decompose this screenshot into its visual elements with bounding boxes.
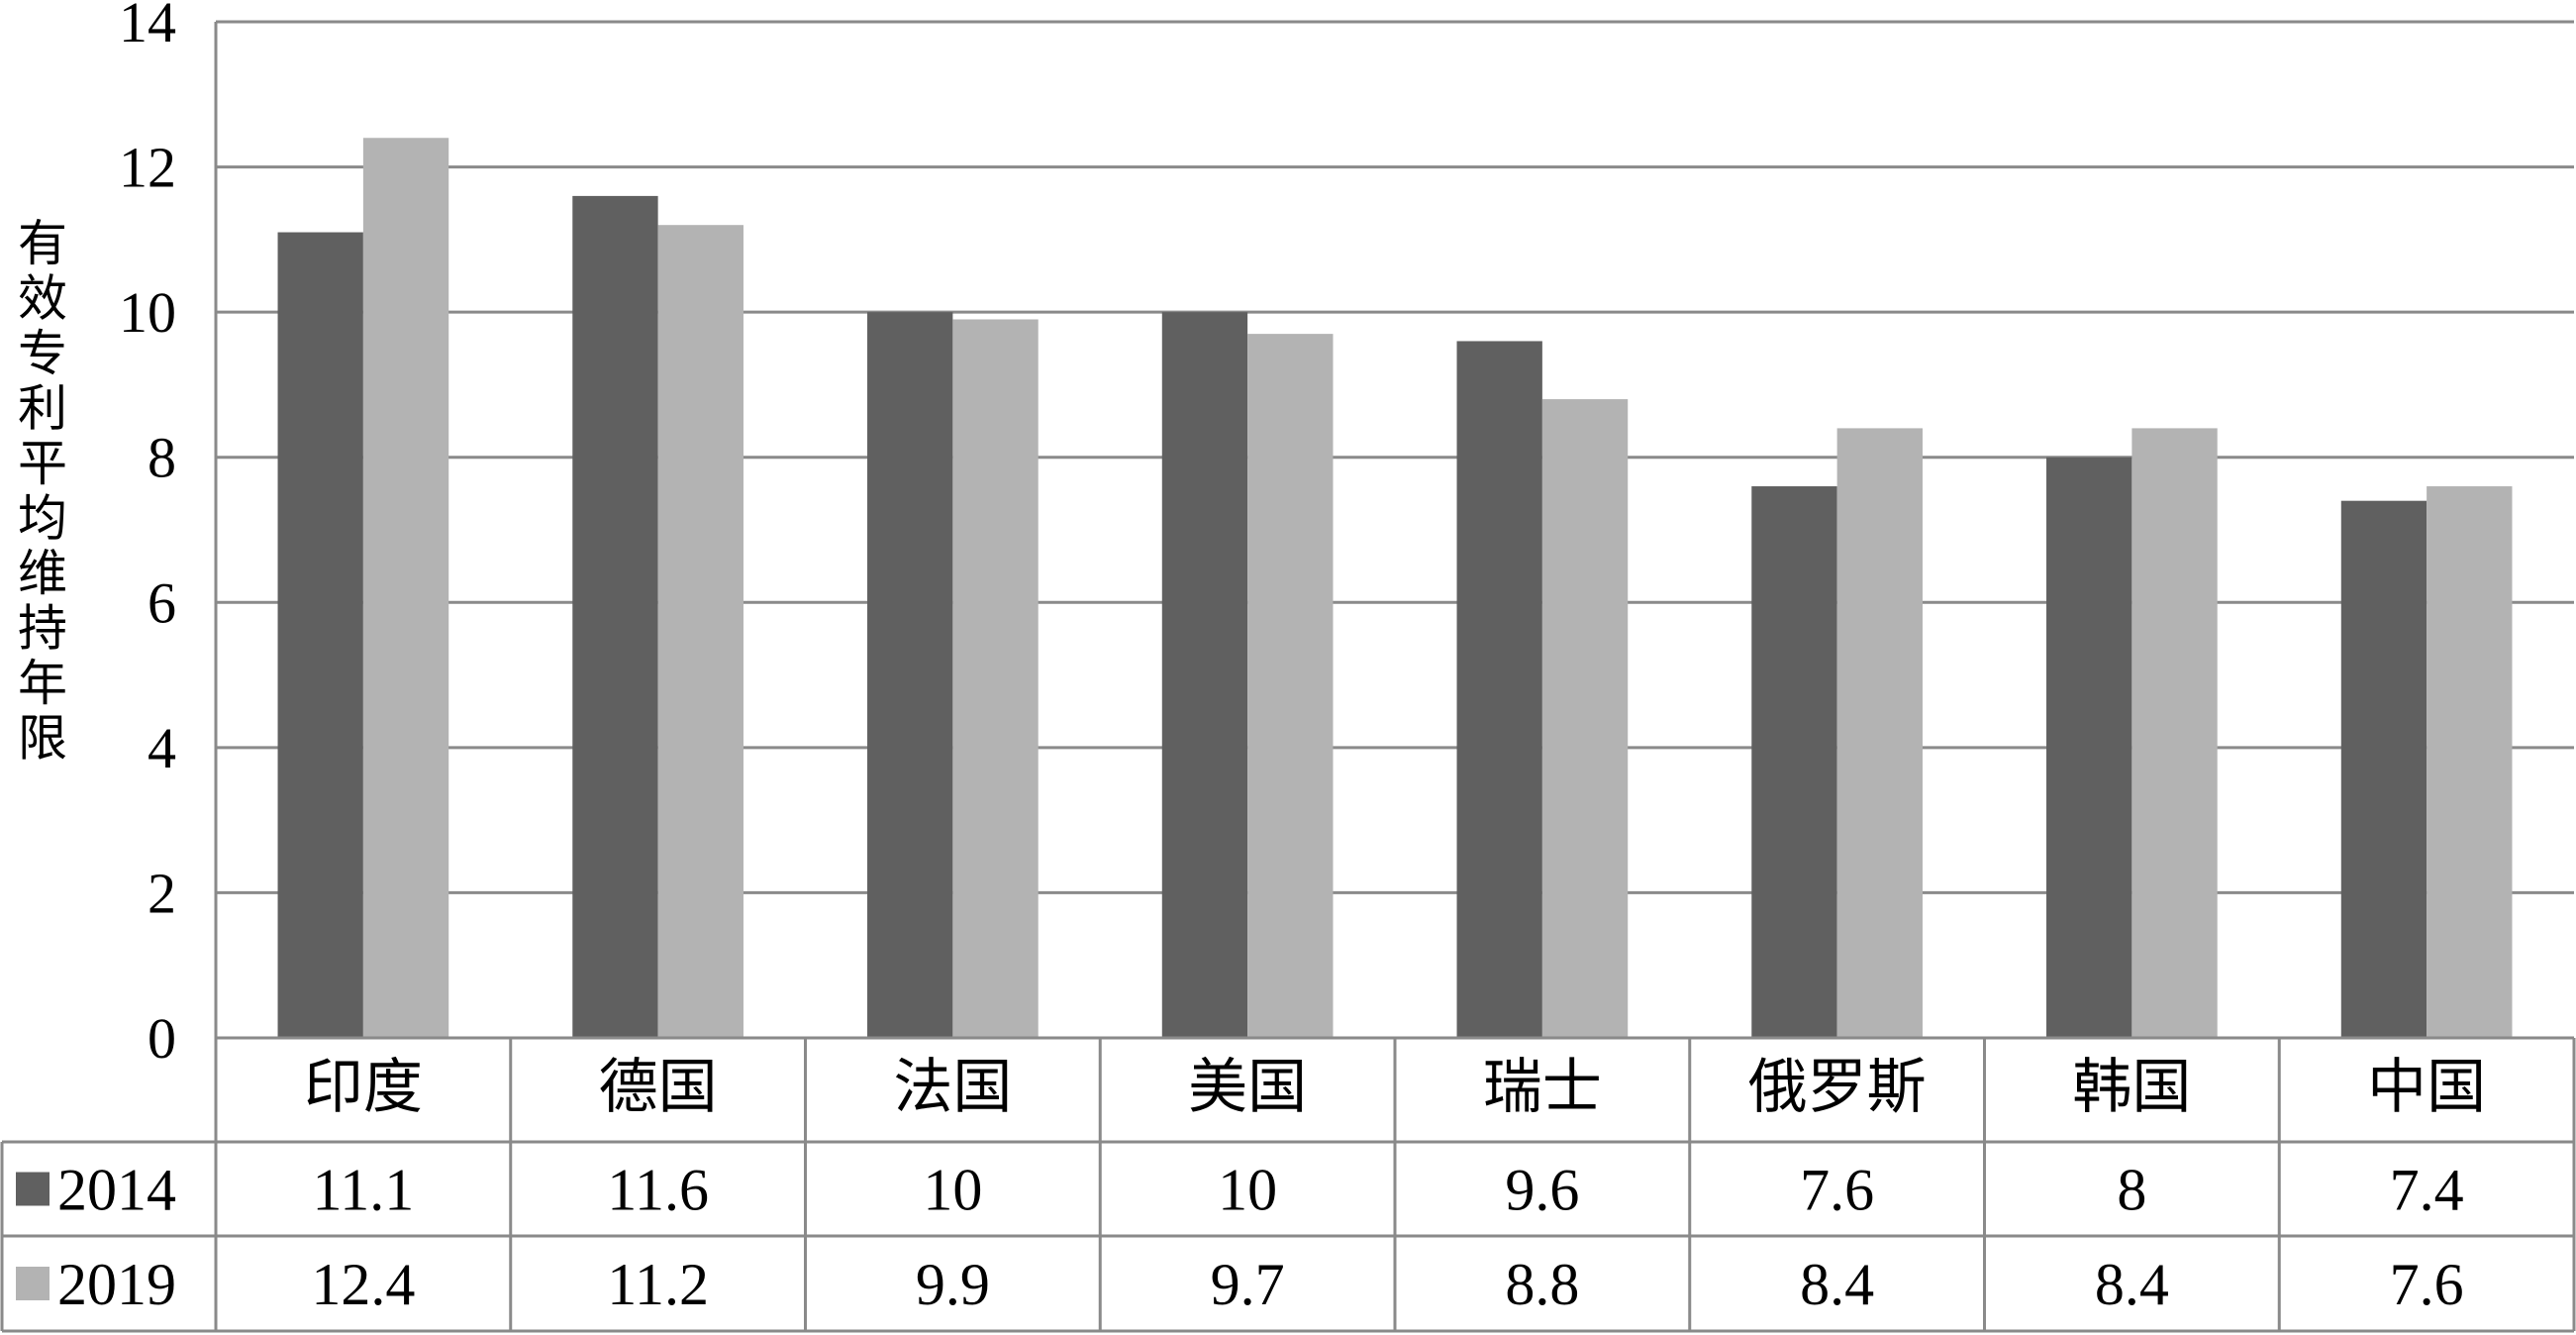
legend-swatch-2019	[16, 1267, 50, 1300]
bar-2014-法国	[867, 312, 953, 1039]
bar-2014-中国	[2340, 500, 2427, 1039]
bar-2014-俄罗斯	[1751, 486, 1837, 1038]
data-label-2014: 7.6	[1800, 1158, 1874, 1223]
bar-2014-德国	[572, 195, 658, 1038]
data-label-2014: 10	[923, 1158, 982, 1223]
bar-2019-法国	[952, 319, 1039, 1038]
category-label: 韩国	[2072, 1055, 2191, 1120]
category-label: 俄罗斯	[1748, 1055, 1927, 1120]
bar-2019-瑞士	[1541, 399, 1629, 1039]
bar-2014-印度	[277, 232, 363, 1038]
bar-2019-中国	[2427, 486, 2513, 1038]
data-label-2014: 10	[1218, 1158, 1277, 1223]
bar-2019-俄罗斯	[1836, 428, 1923, 1038]
y-tick-label: 0	[148, 1006, 176, 1071]
y-tick-label: 14	[119, 0, 176, 54]
data-label-2019: 9.9	[916, 1252, 990, 1317]
data-label-2019: 7.6	[2390, 1252, 2464, 1317]
data-label-2019: 12.4	[311, 1252, 415, 1317]
category-label: 瑞士	[1483, 1055, 1602, 1120]
y-tick-label: 2	[148, 861, 176, 925]
data-label-2019: 8.4	[1800, 1252, 1874, 1317]
bar-2014-美国	[1161, 312, 1248, 1039]
data-label-2014: 7.4	[2390, 1158, 2464, 1223]
bar-2019-韩国	[2131, 428, 2218, 1038]
data-label-2019: 8.4	[2095, 1252, 2169, 1317]
data-label-2019: 8.8	[1505, 1252, 1579, 1317]
legend-swatch-2014	[16, 1172, 50, 1206]
category-label: 中国	[2367, 1055, 2486, 1120]
category-label: 法国	[893, 1055, 1012, 1120]
data-label-2014: 8	[2117, 1158, 2146, 1223]
y-axis-label: 有效专利平均维持年限	[18, 216, 67, 767]
y-tick-label: 4	[148, 716, 176, 780]
bar-2014-瑞士	[1456, 341, 1542, 1038]
bar-2019-德国	[657, 225, 743, 1038]
category-label: 美国	[1188, 1055, 1307, 1120]
bar-2019-美国	[1247, 334, 1334, 1039]
y-tick-label: 8	[148, 426, 176, 490]
category-label: 德国	[599, 1055, 718, 1120]
data-label-2019: 11.2	[607, 1252, 709, 1317]
y-tick-label: 6	[148, 570, 176, 635]
category-label: 印度	[304, 1055, 423, 1120]
bar-2019-印度	[362, 138, 449, 1038]
legend-label-2014: 2014	[57, 1158, 176, 1223]
y-tick-label: 10	[119, 280, 176, 345]
bar-2014-韩国	[2046, 457, 2132, 1038]
data-label-2014: 9.6	[1505, 1158, 1579, 1223]
y-tick-label: 12	[119, 136, 176, 200]
legend-label-2019: 2019	[57, 1252, 176, 1317]
data-label-2019: 9.7	[1211, 1252, 1285, 1317]
data-label-2014: 11.1	[312, 1158, 414, 1223]
data-label-2014: 11.6	[607, 1158, 709, 1223]
